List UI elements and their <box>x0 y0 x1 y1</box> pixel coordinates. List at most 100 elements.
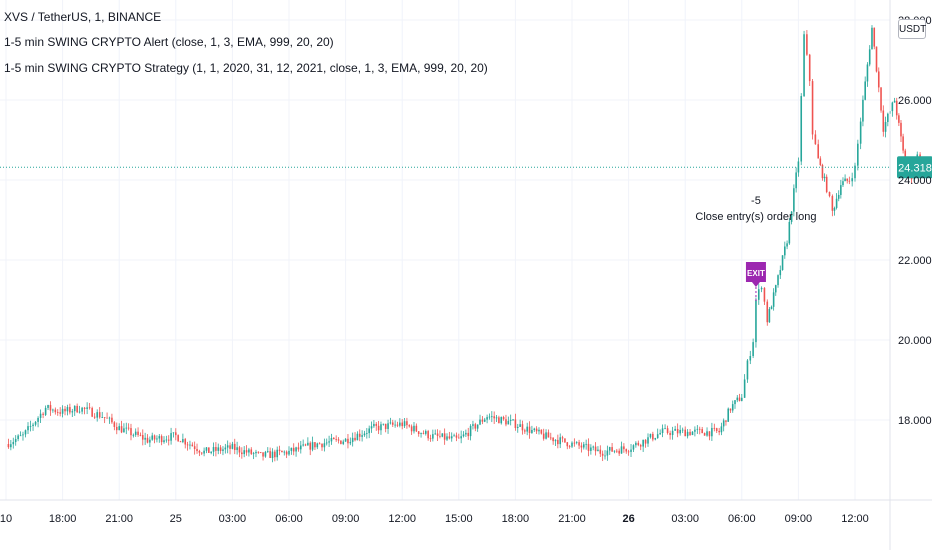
candle-body <box>590 447 592 451</box>
candle-body <box>193 446 196 449</box>
candle-body <box>340 440 342 444</box>
candle-body <box>299 445 302 450</box>
candle-body <box>462 434 465 437</box>
candle-body <box>597 449 599 452</box>
candle-body <box>736 397 739 401</box>
trade-annotation: Close entry(s) order long <box>695 211 816 223</box>
candle-body <box>406 421 408 426</box>
candle-body <box>37 417 39 422</box>
exit-marker-label: EXIT <box>747 269 765 278</box>
candle-body <box>481 419 484 422</box>
candle-body <box>429 438 432 440</box>
candle-body <box>83 407 86 409</box>
candle-body <box>637 442 640 446</box>
candle-body <box>309 442 312 450</box>
candle-body <box>722 420 725 427</box>
candle-body <box>408 425 411 427</box>
candle-body <box>601 453 604 456</box>
candle-body <box>729 408 732 411</box>
candle-body <box>465 432 467 435</box>
candle-body <box>557 439 559 445</box>
candle-body <box>328 441 330 443</box>
candle-body <box>103 417 106 418</box>
x-tick-label: 09:00 <box>785 513 813 525</box>
candle-body <box>772 292 775 307</box>
candle-body <box>757 289 760 300</box>
candle-body <box>831 196 834 211</box>
candle-body <box>307 442 309 446</box>
candle-body <box>689 431 691 435</box>
candle-body <box>486 417 488 420</box>
candle-body <box>219 447 222 451</box>
candle-body <box>795 172 797 189</box>
candle-body <box>656 434 659 439</box>
candle-body <box>768 309 771 323</box>
candle-body <box>238 447 241 453</box>
candle-body <box>200 452 203 454</box>
candle-body <box>61 408 64 414</box>
candle-body <box>509 419 512 421</box>
candle-body <box>842 181 844 186</box>
x-tick-label: 21:00 <box>105 513 133 525</box>
candle-body <box>749 356 752 361</box>
candle-body <box>196 448 198 452</box>
candle-body <box>720 426 723 433</box>
candle-body <box>432 434 434 439</box>
candle-body <box>893 100 896 103</box>
candle-body <box>659 433 661 435</box>
candle-body <box>262 452 264 457</box>
currency-badge[interactable]: USDT <box>898 19 926 39</box>
candle-body <box>318 443 321 445</box>
candle-body <box>694 429 696 432</box>
candle-body <box>248 449 250 453</box>
candle-body <box>715 428 718 431</box>
candle-body <box>793 188 795 212</box>
candle-body <box>642 439 644 447</box>
candle-body <box>828 192 831 197</box>
candle-body <box>285 451 288 455</box>
candle-body <box>904 150 907 160</box>
candle-body <box>373 423 375 427</box>
candle-body <box>333 438 335 440</box>
candle-body <box>505 419 507 425</box>
candle-body <box>817 144 820 159</box>
candle-body <box>627 451 630 453</box>
x-tick-label: 15:00 <box>445 513 473 525</box>
candle-body <box>226 445 229 448</box>
candle-body <box>243 450 245 455</box>
indicator-strategy-label[interactable]: 1-5 min SWING CRYPTO Strategy (1, 1, 202… <box>4 61 488 75</box>
candle-body <box>848 180 851 182</box>
candle-body <box>123 428 125 433</box>
candle-body <box>821 164 824 179</box>
candle-body <box>566 442 569 447</box>
candle-body <box>806 34 808 55</box>
candle-body <box>66 407 69 412</box>
indicator-alert-label[interactable]: 1-5 min SWING CRYPTO Alert (close, 1, 3,… <box>4 35 334 49</box>
candle-body <box>141 435 144 440</box>
candle-body <box>460 436 462 439</box>
candle-body <box>900 122 902 137</box>
candle-body <box>231 443 234 449</box>
candle-body <box>52 409 54 411</box>
candle-body <box>245 450 248 453</box>
candle-body <box>741 397 743 401</box>
candle-body <box>410 426 413 432</box>
candle-body <box>779 269 782 276</box>
candle-body <box>455 435 458 438</box>
candle-body <box>151 435 154 440</box>
candle-body <box>875 46 878 72</box>
candle-body <box>132 434 135 436</box>
candle-body <box>290 447 293 451</box>
candle-body <box>311 442 314 450</box>
candle-body <box>625 449 628 452</box>
candle-body <box>156 438 158 440</box>
candle-body <box>415 425 418 432</box>
candle-body <box>203 450 205 454</box>
candle-body <box>871 27 873 50</box>
candle-body <box>274 451 276 458</box>
candle-body <box>786 243 788 247</box>
candle-body <box>559 437 562 445</box>
candle-body <box>706 431 708 436</box>
y-tick-label: 22.000 <box>898 255 932 267</box>
